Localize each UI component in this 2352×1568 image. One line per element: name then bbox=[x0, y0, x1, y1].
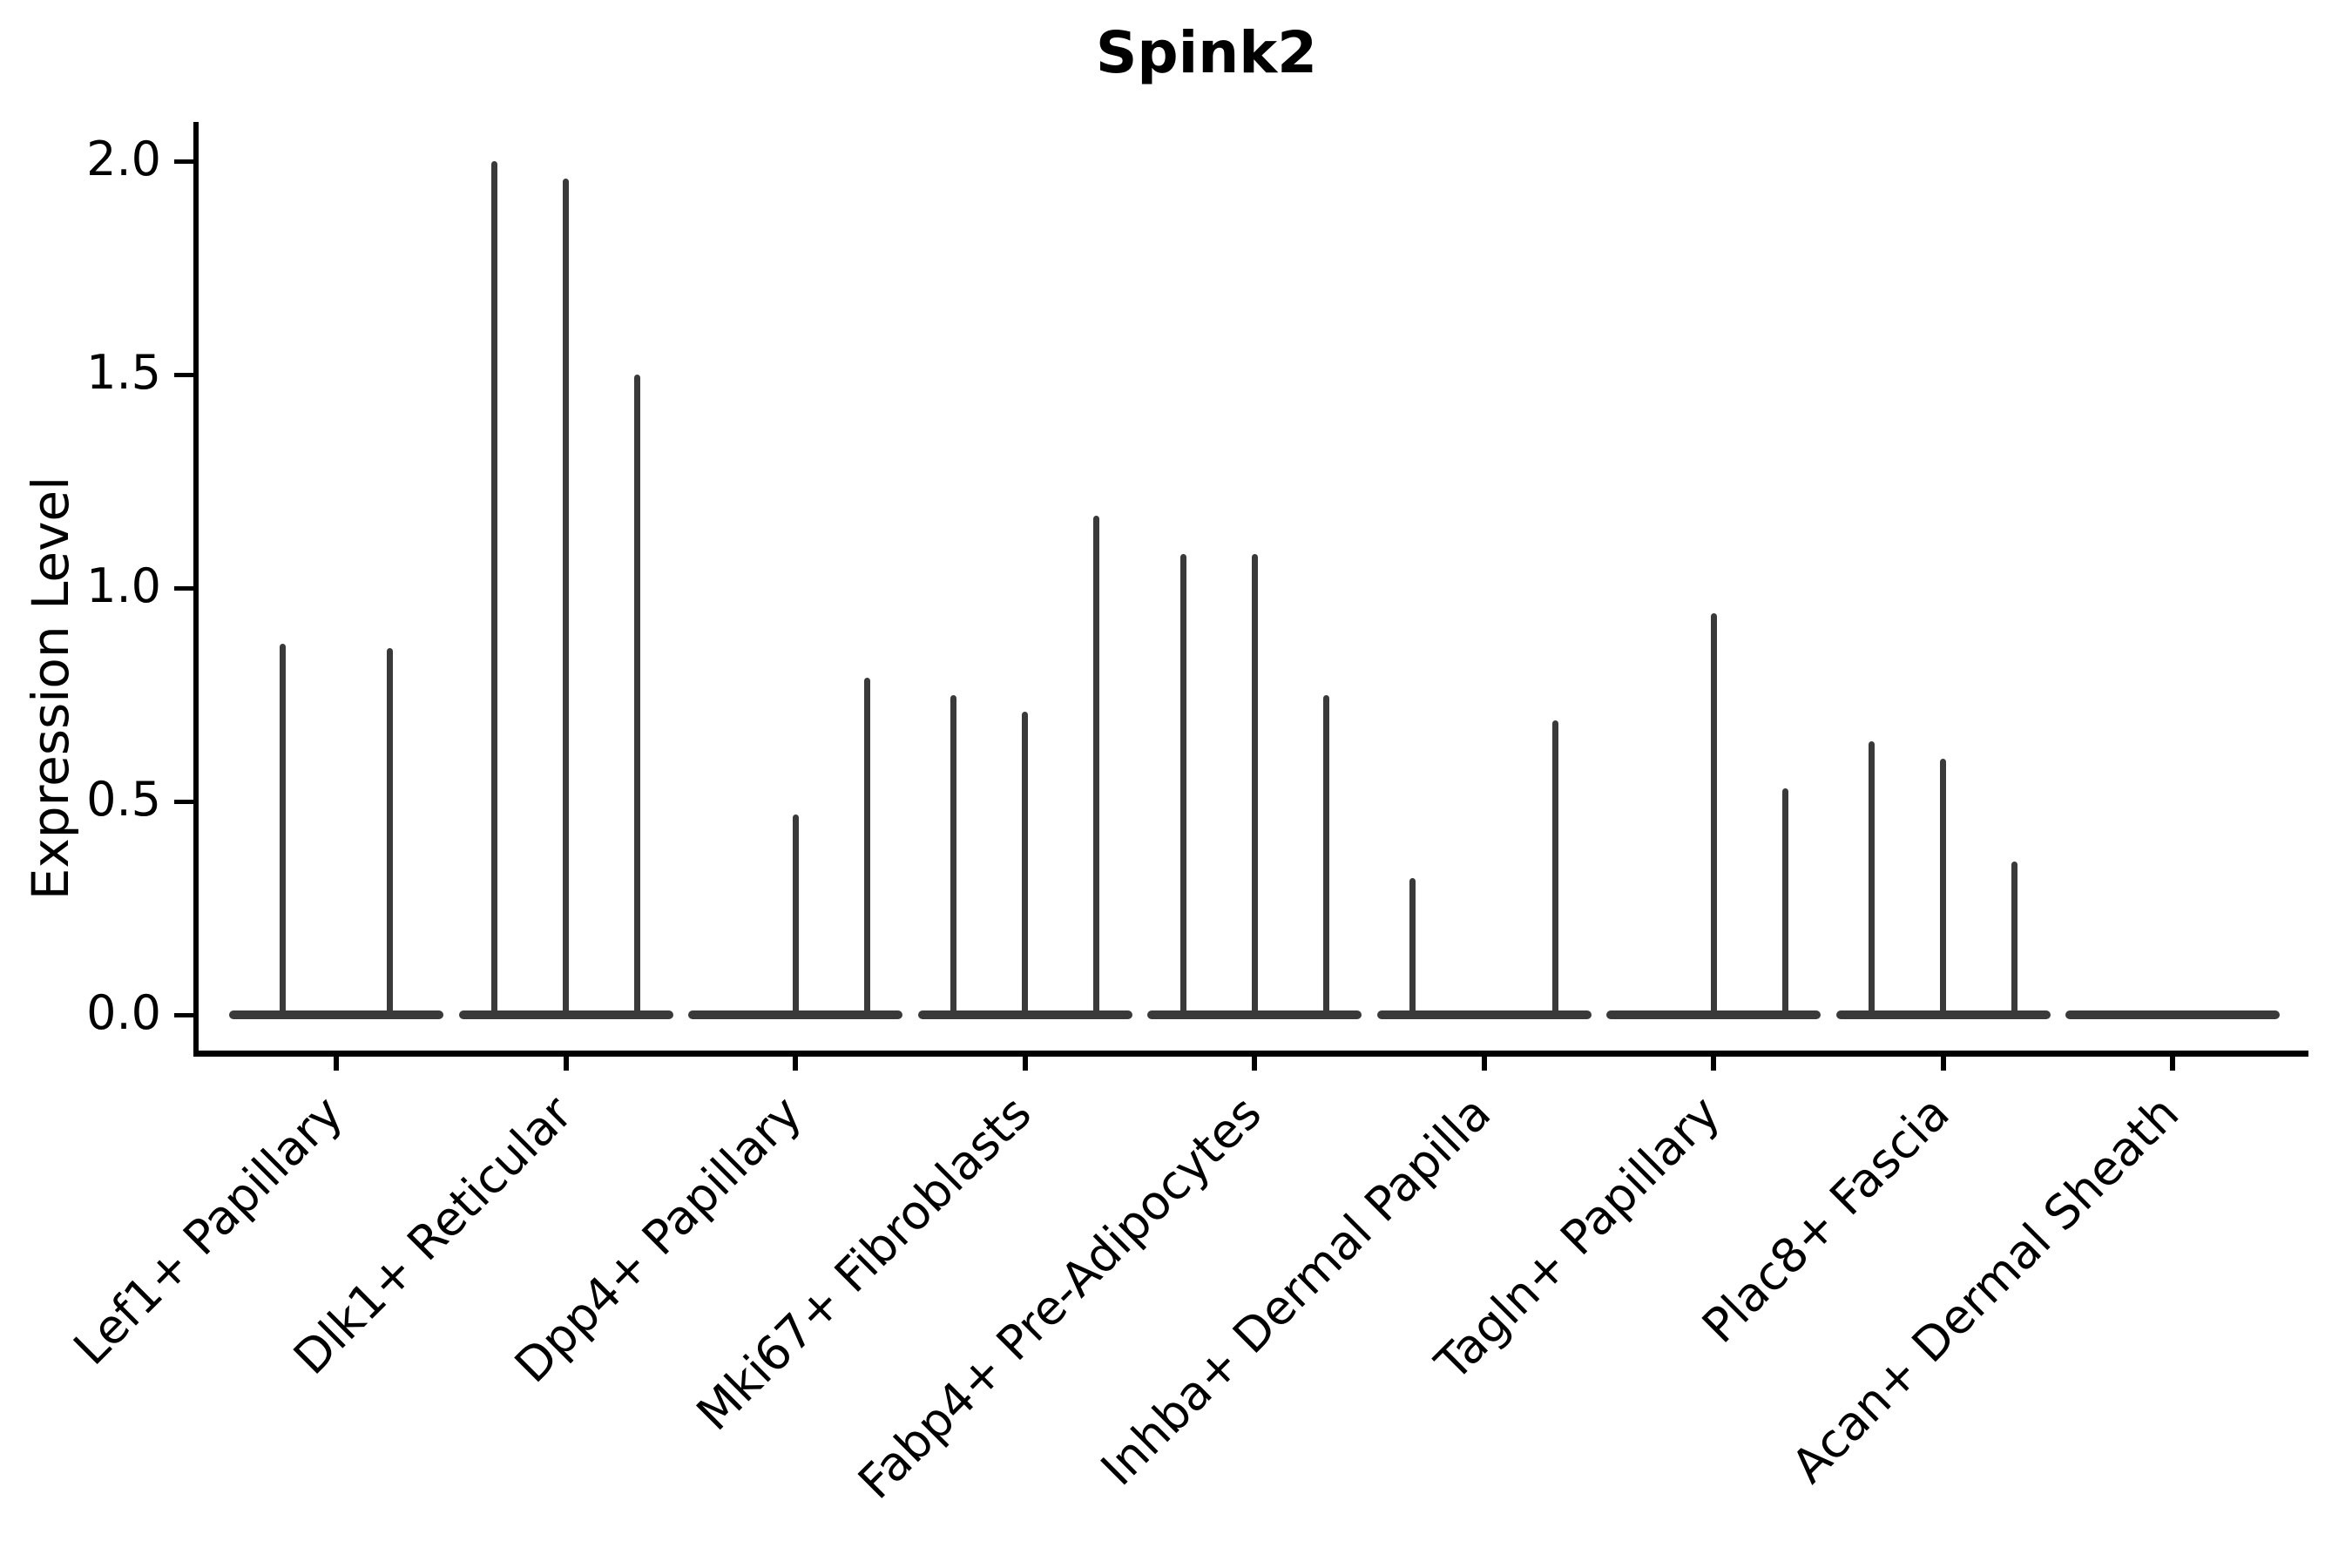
violin-spike bbox=[1251, 553, 1258, 1015]
violin-baseline bbox=[458, 1010, 673, 1019]
violin-spike bbox=[1022, 712, 1028, 1015]
violin-baseline bbox=[2065, 1010, 2280, 1019]
y-tick-mark bbox=[174, 372, 193, 377]
y-axis-spine bbox=[193, 122, 199, 1057]
x-tick-mark bbox=[563, 1057, 569, 1071]
x-tick-mark bbox=[1022, 1057, 1028, 1071]
x-tick-mark bbox=[793, 1057, 798, 1071]
violin-spike bbox=[491, 161, 497, 1015]
violin-spike bbox=[1093, 515, 1099, 1015]
violin-spike bbox=[792, 814, 799, 1015]
y-tick-label: 2.0 bbox=[86, 131, 161, 186]
violin-spike bbox=[1781, 788, 1788, 1015]
x-tick-mark bbox=[1252, 1057, 1257, 1071]
violin-spike bbox=[387, 647, 393, 1015]
violin-baseline bbox=[917, 1010, 1132, 1019]
x-tick-mark bbox=[334, 1057, 339, 1071]
violin-spike bbox=[1409, 878, 1416, 1015]
violin-spike bbox=[863, 677, 870, 1015]
y-tick-mark bbox=[174, 585, 193, 591]
violin-baseline bbox=[1376, 1010, 1592, 1019]
violin-spike bbox=[1322, 694, 1329, 1015]
violin-baseline bbox=[1606, 1010, 1821, 1019]
y-tick-mark bbox=[174, 799, 193, 804]
violin-baseline bbox=[1835, 1010, 2051, 1019]
y-tick-mark bbox=[174, 159, 193, 164]
chart-title: Spink2 bbox=[1095, 19, 1318, 86]
violin-spike bbox=[1869, 741, 1875, 1015]
violin-spike bbox=[634, 375, 640, 1015]
violin-spike bbox=[1940, 759, 1946, 1015]
violin-spike bbox=[280, 643, 286, 1015]
violin-baseline bbox=[688, 1010, 902, 1019]
y-tick-label: 1.0 bbox=[86, 558, 161, 613]
violin-baseline bbox=[1147, 1010, 1362, 1019]
violin-spike bbox=[1552, 720, 1558, 1015]
y-tick-label: 0.0 bbox=[86, 984, 161, 1040]
violin-spike bbox=[2011, 861, 2017, 1015]
x-tick-mark bbox=[1940, 1057, 1946, 1071]
violin-baseline bbox=[229, 1010, 443, 1019]
y-tick-label: 1.5 bbox=[86, 344, 161, 400]
violin-spike bbox=[563, 178, 569, 1015]
y-tick-mark bbox=[174, 1012, 193, 1017]
x-category-label: Inhba+ Dermal Papilla bbox=[1090, 1085, 1502, 1497]
violin-spike bbox=[1710, 613, 1717, 1015]
x-category-label: Fabp4+ Pre-Adipocytes bbox=[847, 1085, 1272, 1510]
x-category-label: Plac8+ Fascia bbox=[1692, 1085, 1961, 1354]
x-axis-spine bbox=[193, 1051, 2308, 1057]
y-tick-label: 0.5 bbox=[86, 771, 161, 827]
violin-spike bbox=[1179, 553, 1186, 1015]
x-tick-mark bbox=[1481, 1057, 1487, 1071]
x-tick-mark bbox=[1711, 1057, 1716, 1071]
x-tick-mark bbox=[2170, 1057, 2175, 1071]
violin-spike bbox=[950, 694, 956, 1015]
x-category-label: Acan+ Dermal Sheath bbox=[1781, 1085, 2190, 1494]
